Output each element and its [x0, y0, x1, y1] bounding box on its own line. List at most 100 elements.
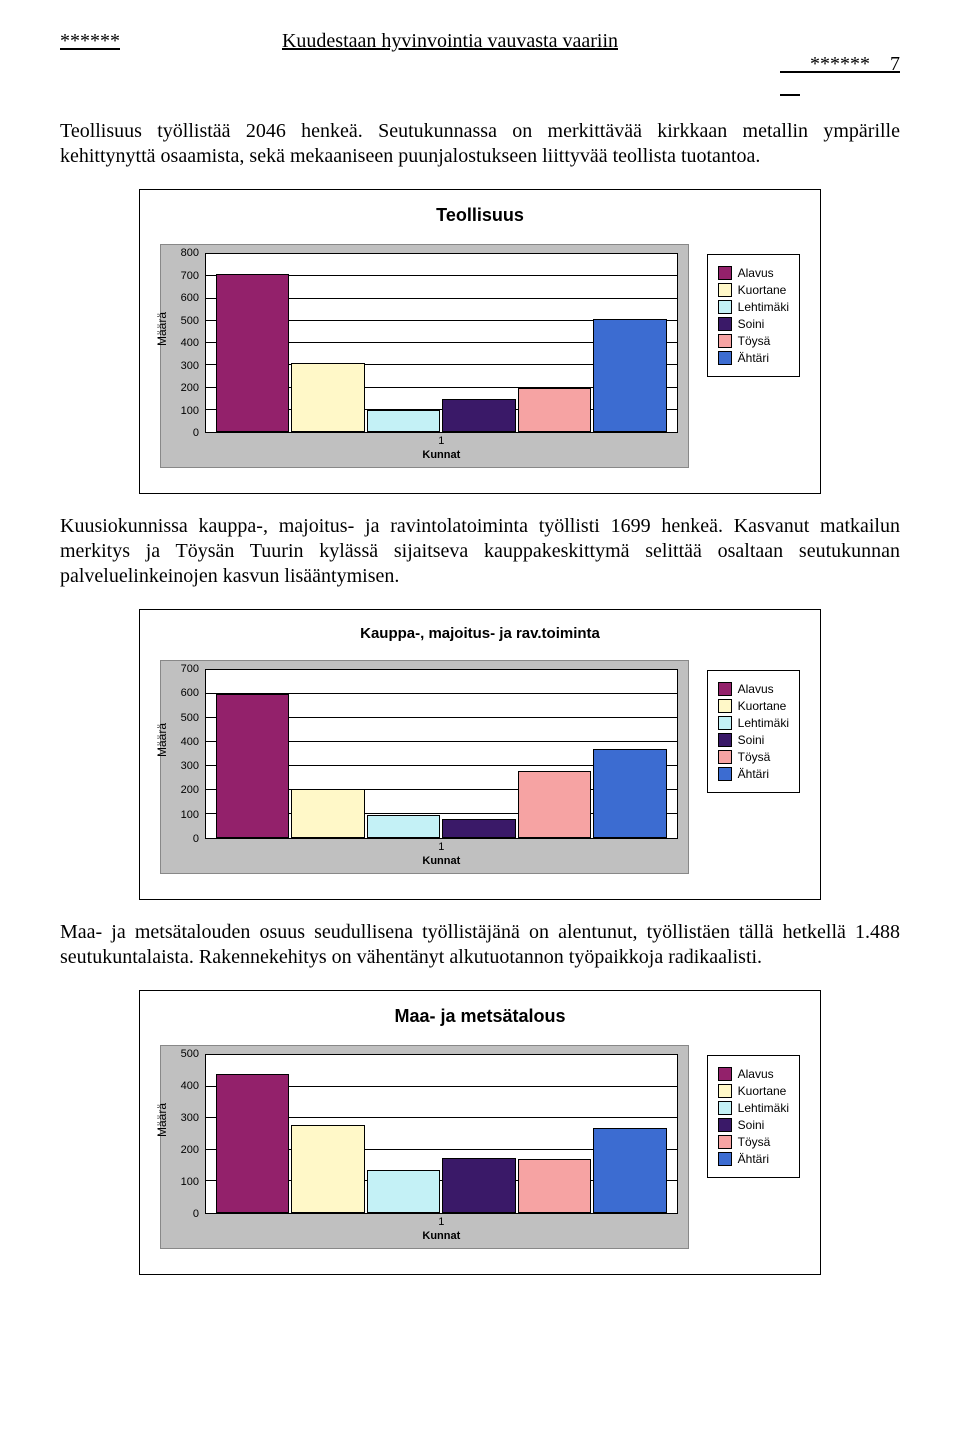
bar-soini: [442, 399, 515, 432]
legend-label: Alavus: [738, 1067, 774, 1081]
y-tick: 0: [193, 833, 199, 845]
legend-label: Alavus: [738, 682, 774, 696]
legend-swatch: [718, 699, 732, 713]
legend-label: Soini: [738, 317, 765, 331]
y-tick: 200: [181, 784, 199, 796]
legend-label: Soini: [738, 733, 765, 747]
y-tick: 400: [181, 736, 199, 748]
y-tick: 0: [193, 1208, 199, 1220]
legend-swatch: [718, 1101, 732, 1115]
y-axis-label: Määrä: [155, 1103, 169, 1137]
legend-label: Kuortane: [738, 699, 787, 713]
legend-swatch: [718, 733, 732, 747]
bar-ähtäri: [593, 319, 666, 432]
legend-item: Soini: [718, 317, 789, 331]
legend-label: Lehtimäki: [738, 300, 789, 314]
legend-swatch: [718, 767, 732, 781]
bar-töysä: [518, 771, 591, 838]
y-tick: 700: [181, 663, 199, 675]
chart-legend: Alavus Kuortane Lehtimäki Soini Töysä Ähtäri: [707, 254, 800, 377]
header-stars-left: ******: [60, 30, 120, 99]
legend-item: Töysä: [718, 1135, 789, 1149]
legend-item: Töysä: [718, 334, 789, 348]
legend-label: Töysä: [738, 334, 771, 348]
legend-swatch: [718, 682, 732, 696]
chart-title: Maa- ja metsätalous: [160, 1006, 800, 1027]
bar-ähtäri: [593, 749, 666, 838]
legend-swatch: [718, 283, 732, 297]
legend-swatch: [718, 1152, 732, 1166]
x-axis-label: Kunnat: [422, 855, 460, 867]
legend-label: Ähtäri: [738, 351, 769, 365]
legend-swatch: [718, 750, 732, 764]
legend-item: Ähtäri: [718, 1152, 789, 1166]
legend-item: Lehtimäki: [718, 1101, 789, 1115]
legend-swatch: [718, 1118, 732, 1132]
legend-swatch: [718, 300, 732, 314]
page-header: ****** Kuudestaan hyvinvointia vauvasta …: [60, 30, 900, 99]
y-tick: 400: [181, 1080, 199, 1092]
legend-swatch: [718, 1067, 732, 1081]
legend-label: Kuortane: [738, 1084, 787, 1098]
header-stars-right: ******: [810, 53, 870, 75]
y-tick: 100: [181, 1176, 199, 1188]
y-tick: 700: [181, 270, 199, 282]
bar-töysä: [518, 1159, 591, 1213]
paragraph-3: Maa- ja metsätalouden osuus seudullisena…: [60, 920, 900, 970]
chart-title: Teollisuus: [160, 205, 800, 226]
chart-plot: 0100200300400500600700800Määrä1Kunnat: [160, 244, 689, 468]
legend-item: Kuortane: [718, 283, 789, 297]
legend-swatch: [718, 266, 732, 280]
legend-swatch: [718, 1084, 732, 1098]
bar-alavus: [216, 274, 289, 432]
y-tick: 400: [181, 337, 199, 349]
y-tick: 0: [193, 427, 199, 439]
legend-item: Kuortane: [718, 699, 789, 713]
chart-legend: Alavus Kuortane Lehtimäki Soini Töysä Ähtäri: [707, 670, 800, 793]
legend-item: Ähtäri: [718, 767, 789, 781]
legend-label: Lehtimäki: [738, 716, 789, 730]
legend-swatch: [718, 317, 732, 331]
paragraph-2: Kuusiokunnissa kauppa-, majoitus- ja rav…: [60, 514, 900, 589]
bar-kuortane: [291, 363, 364, 432]
legend-item: Soini: [718, 733, 789, 747]
x-axis-label: Kunnat: [422, 1230, 460, 1242]
legend-item: Lehtimäki: [718, 716, 789, 730]
y-tick: 500: [181, 1048, 199, 1060]
y-tick: 800: [181, 247, 199, 259]
legend-item: Kuortane: [718, 1084, 789, 1098]
legend-label: Ähtäri: [738, 1152, 769, 1166]
y-tick: 300: [181, 1112, 199, 1124]
legend-item: Töysä: [718, 750, 789, 764]
bar-ähtäri: [593, 1128, 666, 1213]
legend-label: Soini: [738, 1118, 765, 1132]
x-tick: 1: [205, 841, 678, 853]
y-tick: 300: [181, 760, 199, 772]
legend-label: Ähtäri: [738, 767, 769, 781]
legend-label: Alavus: [738, 266, 774, 280]
bar-lehtimäki: [367, 1170, 440, 1213]
bar-alavus: [216, 694, 289, 838]
bar-kuortane: [291, 1125, 364, 1213]
chart-kauppa: Kauppa-, majoitus- ja rav.toiminta010020…: [139, 609, 821, 900]
legend-item: Alavus: [718, 1067, 789, 1081]
legend-item: Lehtimäki: [718, 300, 789, 314]
y-tick: 600: [181, 687, 199, 699]
y-axis-label: Määrä: [155, 312, 169, 346]
legend-swatch: [718, 1135, 732, 1149]
y-tick: 100: [181, 405, 199, 417]
bar-kuortane: [291, 789, 364, 838]
chart-maa-metsa: Maa- ja metsätalous0100200300400500Määrä…: [139, 990, 821, 1275]
bar-lehtimäki: [367, 815, 440, 838]
y-tick: 100: [181, 809, 199, 821]
y-tick: 600: [181, 292, 199, 304]
x-tick: 1: [205, 1216, 678, 1228]
chart-legend: Alavus Kuortane Lehtimäki Soini Töysä Ähtäri: [707, 1055, 800, 1178]
y-tick: 500: [181, 315, 199, 327]
bar-soini: [442, 1158, 515, 1213]
legend-swatch: [718, 334, 732, 348]
legend-item: Alavus: [718, 266, 789, 280]
header-page-number: 7: [890, 53, 900, 75]
bar-soini: [442, 819, 515, 838]
x-axis-label: Kunnat: [422, 449, 460, 461]
